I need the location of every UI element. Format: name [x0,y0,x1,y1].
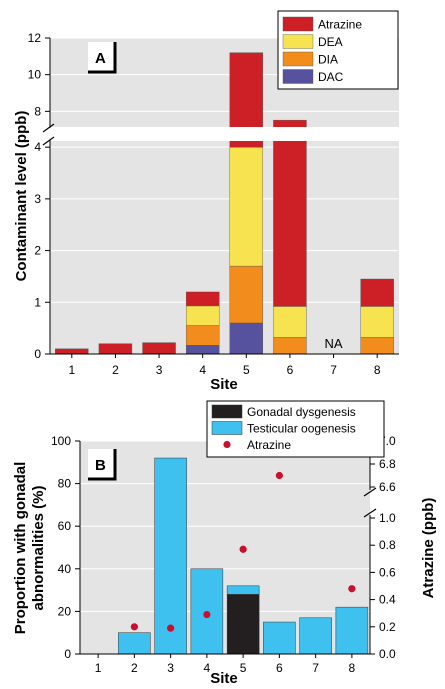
chart-a-x-tick-label: 3 [156,363,163,377]
chart-a-y-tick-label: 10 [28,68,42,82]
chart-b-secondary-tick-label: 0.8 [379,538,396,552]
chart-b-secondary-tick-label: 6.6 [379,480,396,494]
chart-a-bar-dia-site-4 [186,326,219,346]
chart-a-legend-swatch-atrazine [283,17,313,31]
chart-a-bar-atrazine-site-6 [273,120,306,306]
chart-a-bar-atrazine-site-8 [361,279,394,306]
chart-a-bar-atrazine-site-2 [99,344,132,354]
chart-a-x-tick-label: 2 [112,363,119,377]
chart-a-legend: Atrazine DEA DIA DAC [278,11,398,89]
chart-a-legend-swatch-dac [283,70,313,84]
chart-b-y-tick-label: 80 [58,477,72,491]
chart-b-secondary-tick-label: 0.4 [379,593,396,607]
chart-b-x-tick-label: 8 [349,661,356,675]
chart-b-y-tick-label: 100 [51,434,71,448]
chart-b-bar-testicular-site-2 [118,633,150,654]
chart-b-legend-label-testicular: Testicular oogenesis [247,422,356,436]
chart-b-legend-swatch-atrazine-point [223,441,230,448]
chart-a-x-tick-label: 7 [330,363,337,377]
chart-b-secondary-tick-label: 0.6 [379,565,396,579]
chart-b-x-axis-title: Site [210,670,238,687]
chart-b-x-tick-label: 5 [240,661,247,675]
chart-a-bar-dea-site-6 [273,306,306,337]
chart-a-legend-swatch-dea [283,35,313,49]
chart-b-y-axis-title-line-1: Proportion with gonadal [12,462,29,635]
chart-a-bar-dea-site-8 [361,306,394,337]
chart-panel-b: 0204060801000.00.20.40.60.81.06.66.87.01… [12,401,437,687]
chart-a-y-tick-label: 4 [34,140,41,154]
chart-b-bar-testicular-site-6 [263,622,295,654]
chart-a-panel-letter: A [95,50,106,67]
chart-a-bar-atrazine-site-1 [55,349,88,354]
chart-b-legend-label-atrazine-point: Atrazine [247,438,291,452]
chart-b-x-tick-label: 7 [312,661,319,675]
chart-b-atrazine-point-site-2 [131,623,138,630]
chart-b-x-tick-label: 6 [276,661,283,675]
chart-b-legend-swatch-gonadal [212,405,242,418]
chart-a-bar-dia-site-8 [361,337,394,354]
chart-a-bar-atrazine-site-4 [186,292,219,306]
chart-a-bar-dia-site-6 [273,337,306,354]
chart-a-x-tick-label: 4 [199,363,206,377]
chart-a-x-tick-label: 6 [287,363,294,377]
chart-b-atrazine-point-site-4 [203,611,210,618]
chart-a-panel-label: A [88,42,115,72]
chart-b-atrazine-point-site-3 [167,625,174,632]
chart-b-x-tick-label: 2 [131,661,138,675]
chart-a-y-tick-label: 12 [28,31,42,45]
chart-a-bar-dea-site-4 [186,306,219,326]
chart-b-legend-label-gonadal: Gonadal dysgenesis [247,405,356,419]
chart-a-x-tick-label: 5 [243,363,250,377]
chart-b-panel-label: B [88,449,115,479]
chart-a-break-band [42,127,401,141]
chart-b-bar-gonadal-site-5 [227,594,259,654]
chart-a-bar-dia-site-5 [230,266,263,323]
chart-b-secondary-tick-label: 1.0 [379,511,396,525]
chart-b-y-tick-label: 40 [58,562,72,576]
chart-a-annotation: NA [325,336,343,351]
chart-b-panel-letter: B [95,457,106,474]
chart-a-y-tick-label: 0 [34,347,41,361]
chart-a-bar-dac-site-5 [230,323,263,354]
chart-b-atrazine-point-site-6 [276,472,283,479]
chart-b-bar-testicular-site-5 [227,586,259,595]
chart-a-legend-label-dia: DIA [318,53,338,67]
chart-b-atrazine-point-site-5 [240,546,247,553]
chart-b-secondary-y-axis-title: Atrazine (ppb) [420,498,437,599]
chart-a-x-axis-title: Site [210,376,238,393]
chart-b-legend: Gonadal dysgenesis Testicular oogenesis At… [207,401,384,457]
chart-b-legend-swatch-testicular [212,422,242,435]
chart-a-legend-label-dac: DAC [318,70,344,84]
chart-a-bar-dea-site-5 [230,147,263,266]
chart-a-x-tick-label: 1 [68,363,75,377]
chart-a-legend-label-atrazine: Atrazine [318,18,362,32]
chart-a-y-tick-label: 3 [34,192,41,206]
chart-a-x-tick-label: 8 [374,363,381,377]
chart-b-y-axis-title-line-2: abnormalities (%) [30,485,47,610]
chart-b-y-tick-label: 60 [58,519,72,533]
chart-b-atrazine-point-site-8 [348,585,355,592]
chart-a-y-tick-label: 8 [34,104,41,118]
chart-a-y-axis-title: Contaminant level (ppb) [13,111,30,282]
chart-a-bar-atrazine-site-3 [143,343,176,354]
chart-a-legend-label-dea: DEA [318,35,343,49]
chart-b-x-tick-label: 1 [95,661,102,675]
chart-a-y-tick-label: 2 [34,244,41,258]
chart-b-bar-testicular-site-7 [300,618,332,654]
chart-b-bar-testicular-site-8 [336,607,368,654]
chart-a-bar-dac-site-4 [186,345,219,354]
chart-b-secondary-tick-label: 6.8 [379,457,396,471]
chart-a-legend-swatch-dia [283,52,313,66]
chart-b-secondary-tick-label: 0.0 [379,647,396,661]
chart-b-y-tick-label: 20 [58,604,72,618]
chart-b-secondary-tick-label: 0.2 [379,620,396,634]
chart-a-y-tick-label: 1 [34,295,41,309]
chart-b-x-tick-label: 3 [167,661,174,675]
chart-b-y-tick-label: 0 [64,647,71,661]
